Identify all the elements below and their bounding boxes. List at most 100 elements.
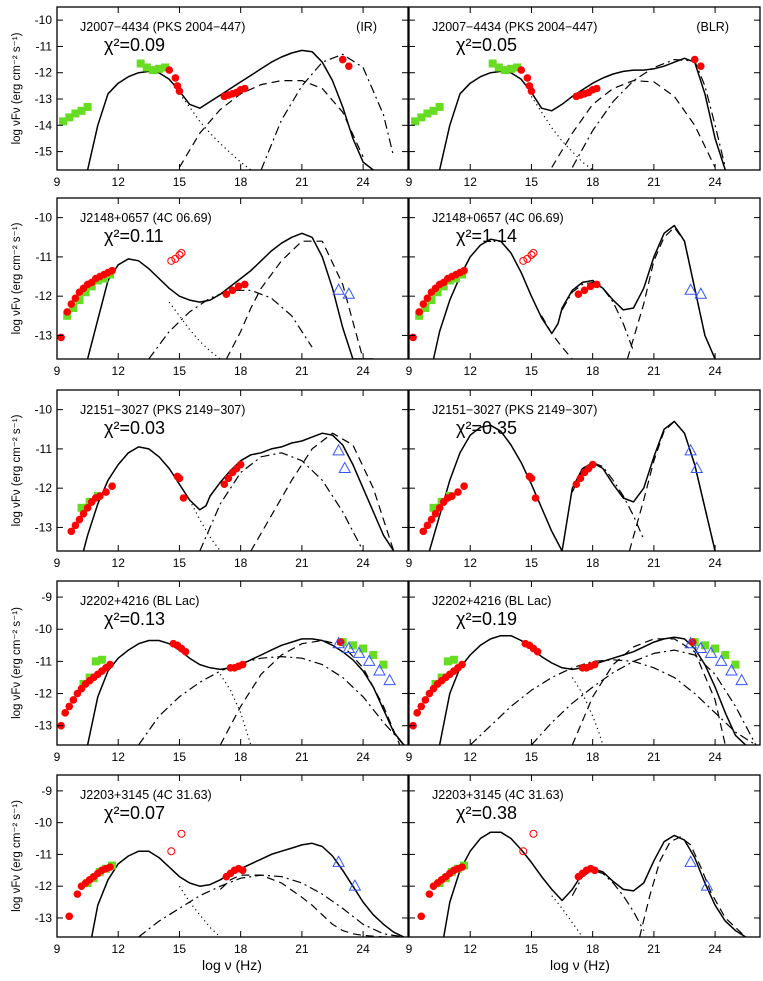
panel-frame <box>408 6 761 171</box>
data-point-circle-red <box>460 482 468 491</box>
data-point-circle-red <box>240 84 249 93</box>
model-curve-total <box>82 432 395 551</box>
data-point-circle-red <box>421 696 430 704</box>
model-curve-SSC <box>199 452 364 551</box>
data-point-triangle-blue <box>684 283 697 295</box>
data-point-square-green <box>161 63 170 72</box>
chi-square-label: χ²=0.05 <box>456 35 517 55</box>
model-curve-total <box>86 49 374 170</box>
x-tick-label: 24 <box>356 364 370 378</box>
sed-panel: 9 12 15 18 21 24 J2202+4216 (BL Lac)χ²=0.19 <box>406 580 761 764</box>
x-tick-label: 12 <box>112 364 126 378</box>
model-curve-EC <box>628 420 716 551</box>
data-point-circle-red <box>234 282 243 291</box>
sed-panel: 9 12 15 18 21 24 J2151−3027 (PKS 2149−307)χ²=0… <box>406 389 761 570</box>
data-point-circle-red <box>108 482 116 491</box>
panel-frame <box>56 580 409 746</box>
x-tick-label: 15 <box>173 556 187 570</box>
data-point-circle-red <box>533 647 542 656</box>
model-curve-synchrotron <box>571 677 604 745</box>
y-tick-label: -12 <box>35 481 53 495</box>
data-point-circle-red <box>417 912 426 921</box>
data-point-circle-red <box>423 294 432 302</box>
x-tick-label: 9 <box>54 750 61 764</box>
sed-panel: 9 12 15 18 21 24 -15 -14 -13 -12 -11 -10 log νFν (er… <box>11 6 409 189</box>
x-tick-label: 18 <box>586 175 600 189</box>
x-tick-label: 18 <box>586 750 600 764</box>
data-point-square-green <box>494 63 503 72</box>
data-point-circle-red <box>586 282 595 291</box>
y-axis-label: log νFν (erg cm⁻² s⁻¹) <box>11 607 23 719</box>
data-point-circle-red <box>517 66 526 74</box>
data-point-circle-red <box>431 509 440 518</box>
x-tick-label: 21 <box>295 750 309 764</box>
data-point-square-green <box>348 641 357 650</box>
panel-frame <box>408 389 761 552</box>
data-point-square-green <box>142 63 151 72</box>
x-axis-label-right: log ν (Hz) <box>550 957 610 973</box>
y-tick-label: -12 <box>35 687 53 701</box>
panel-frame <box>56 774 409 938</box>
model-curve-total <box>86 232 374 359</box>
data-point-triangle-blue <box>352 646 366 658</box>
model-curve-synchrotron <box>189 499 221 551</box>
x-tick-label: 15 <box>525 175 539 189</box>
model-curves <box>86 232 374 359</box>
data-point-triangle-blue <box>684 636 697 649</box>
x-tick-label: 21 <box>647 175 661 189</box>
x-tick-label: 24 <box>356 942 370 956</box>
y-tick-label: -9 <box>41 784 52 798</box>
data-point-square-green <box>731 660 740 669</box>
data-point-circle-red <box>102 488 110 496</box>
data-point-circle-red <box>690 55 699 64</box>
data-point-triangle-blue <box>714 654 728 666</box>
data-point-square-green <box>423 109 432 118</box>
data-point-square-green <box>700 641 709 650</box>
model-curve-SSC <box>148 289 313 359</box>
data-point-circle-red <box>57 333 65 342</box>
y-tick-label: -12 <box>35 289 53 303</box>
model-curve-total <box>86 638 405 745</box>
data-point-circle-red <box>228 286 237 295</box>
data-point-circle-red <box>419 300 428 308</box>
data-point-triangle-blue <box>373 664 386 676</box>
data-point-open-red <box>171 254 180 263</box>
data-point-triangle-blue <box>694 641 708 654</box>
chi-square-label: χ²=0.35 <box>456 418 517 438</box>
model-tag: (IR) <box>356 20 377 34</box>
data-point-circle-red <box>175 87 184 95</box>
x-tick-label: 12 <box>112 175 126 189</box>
chi-square-label: χ²=0.03 <box>104 418 165 438</box>
data-point-circle-red <box>220 480 229 489</box>
data-point-triangle-blue <box>690 461 704 474</box>
data-point-square-green <box>77 503 86 512</box>
chi-square-label: χ²=0.38 <box>456 803 517 823</box>
x-tick-label: 24 <box>708 364 722 378</box>
x-tick-label: 15 <box>525 750 539 764</box>
x-tick-label: 18 <box>234 942 248 956</box>
data-points <box>57 636 396 730</box>
model-tag: (BLR) <box>696 20 729 34</box>
model-curves <box>82 432 395 551</box>
model-curve-synchrotron <box>219 673 252 745</box>
model-curve-total <box>442 831 747 937</box>
data-point-circle-red <box>61 709 69 717</box>
chi-square-label: χ²=0.19 <box>456 609 517 629</box>
data-point-open-red <box>177 829 186 838</box>
data-point-circle-red <box>425 890 434 898</box>
data-points <box>67 443 352 536</box>
y-tick-label: -13 <box>35 328 53 342</box>
x-tick-label: 24 <box>708 942 722 956</box>
data-points <box>59 55 353 126</box>
data-point-circle-red <box>79 509 88 518</box>
model-curve-total <box>438 57 727 170</box>
y-tick-label: -12 <box>35 66 53 80</box>
x-tick-label: 12 <box>112 750 126 764</box>
data-point-triangle-blue <box>332 283 345 295</box>
data-point-square-green <box>369 650 378 659</box>
y-tick-label: -13 <box>35 719 53 733</box>
x-tick-label: 15 <box>525 942 539 956</box>
data-points <box>65 829 362 921</box>
model-curve-EC <box>530 649 757 745</box>
